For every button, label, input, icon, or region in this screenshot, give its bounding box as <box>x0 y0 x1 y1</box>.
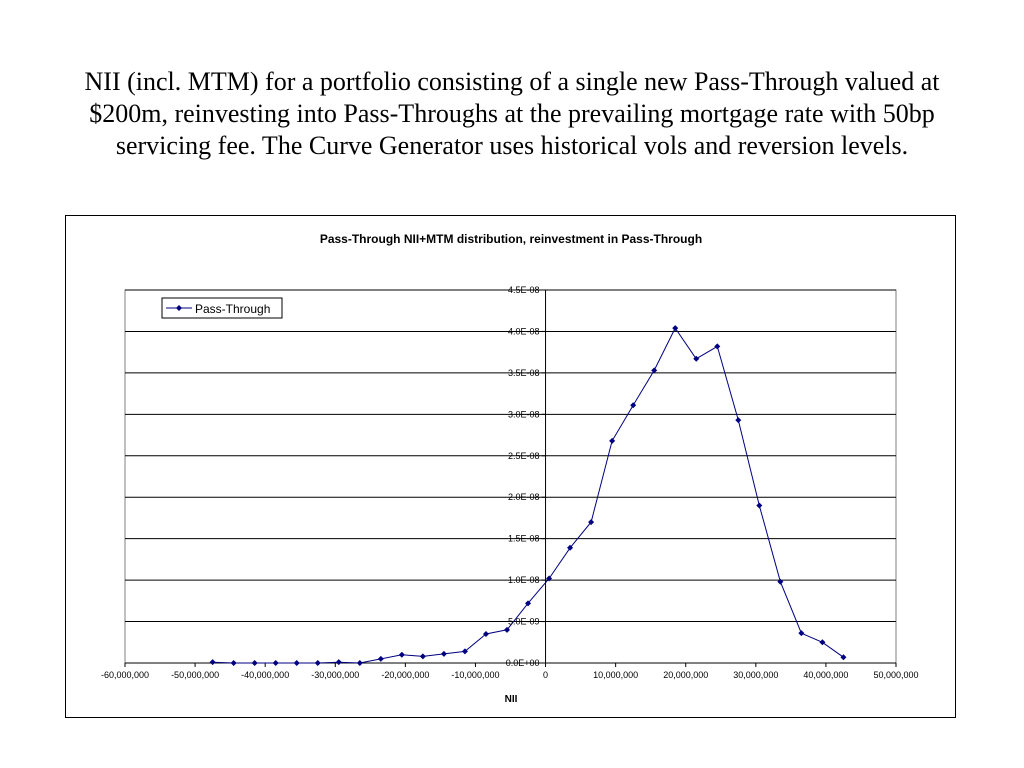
data-point <box>335 659 342 666</box>
y-tick-label: 1.0E-08 <box>508 575 540 585</box>
data-point <box>461 648 468 655</box>
legend: Pass-Through <box>161 297 283 319</box>
data-point <box>735 417 742 424</box>
data-point <box>840 654 847 661</box>
data-point <box>356 660 363 666</box>
data-point <box>525 600 532 607</box>
y-tick-label: 4.5E-08 <box>508 285 540 295</box>
data-point <box>230 660 237 666</box>
data-point <box>440 650 447 657</box>
plot-area <box>124 289 897 664</box>
y-tick-label: 3.5E-08 <box>508 368 540 378</box>
data-point <box>314 660 321 666</box>
data-point <box>609 437 616 444</box>
data-point <box>756 502 763 509</box>
x-tick-label: 50,000,000 <box>873 670 918 680</box>
chart-title: Pass-Through NII+MTM distribution, reinv… <box>320 232 702 246</box>
y-tick-label: 0.0E+00 <box>506 658 540 668</box>
x-axis-label: NII <box>505 694 518 705</box>
x-tick-label: -30,000,000 <box>311 670 359 680</box>
data-point <box>693 355 700 362</box>
data-point <box>546 575 553 582</box>
data-point <box>272 660 279 666</box>
data-point <box>798 630 805 637</box>
data-point <box>419 653 426 660</box>
x-tick-label: -10,000,000 <box>451 670 499 680</box>
data-point <box>503 626 510 633</box>
legend-label: Pass-Through <box>195 302 270 316</box>
data-point <box>398 651 405 658</box>
x-tick-label: -40,000,000 <box>241 670 289 680</box>
slide-title: NII (incl. MTM) for a portfolio consisti… <box>84 67 940 160</box>
data-point <box>377 655 384 662</box>
x-tick-label: -60,000,000 <box>101 670 149 680</box>
data-point <box>714 343 721 350</box>
data-point <box>819 639 826 646</box>
y-tick-label: 1.5E-08 <box>508 534 540 544</box>
data-point <box>588 519 595 526</box>
data-point <box>293 660 300 666</box>
x-tick-label: 20,000,000 <box>663 670 708 680</box>
y-tick-label: 2.0E-08 <box>508 492 540 502</box>
data-point <box>209 659 216 666</box>
x-tick-labels: -60,000,000 -50,000,000 -40,000,000 -30,000… <box>101 670 919 680</box>
data-point <box>482 630 489 637</box>
data-point <box>777 578 784 585</box>
data-point <box>630 402 637 409</box>
x-tick-label: 30,000,000 <box>733 670 778 680</box>
y-tick-label: 4.0E-08 <box>508 326 540 336</box>
y-tick-label: 5.0E-09 <box>508 617 540 627</box>
y-tick-labels: 0.0E+00 5.0E-09 1.0E-08 1.5E-08 2.0E-08 2.5E-… <box>506 285 540 668</box>
data-point <box>567 544 574 551</box>
x-tick-label: -50,000,000 <box>171 670 219 680</box>
x-tick-label: 10,000,000 <box>593 670 638 680</box>
chart-frame: Pass-Through NII+MTM distribution, reinv… <box>65 215 956 718</box>
x-tick-label: -20,000,000 <box>381 670 429 680</box>
x-tick-label: 0 <box>543 670 548 680</box>
y-tick-label: 3.0E-08 <box>508 409 540 419</box>
y-tick-label: 2.5E-08 <box>508 451 540 461</box>
grid-layer <box>125 289 896 623</box>
chart-svg: Pass-Through NII+MTM distribution, reinv… <box>101 232 919 705</box>
data-point <box>672 325 679 332</box>
data-point <box>251 660 258 666</box>
series-layer <box>209 325 847 666</box>
data-point <box>651 367 658 374</box>
legend-marker <box>176 305 182 311</box>
legend-box <box>161 297 283 319</box>
x-tick-label: 40,000,000 <box>803 670 848 680</box>
